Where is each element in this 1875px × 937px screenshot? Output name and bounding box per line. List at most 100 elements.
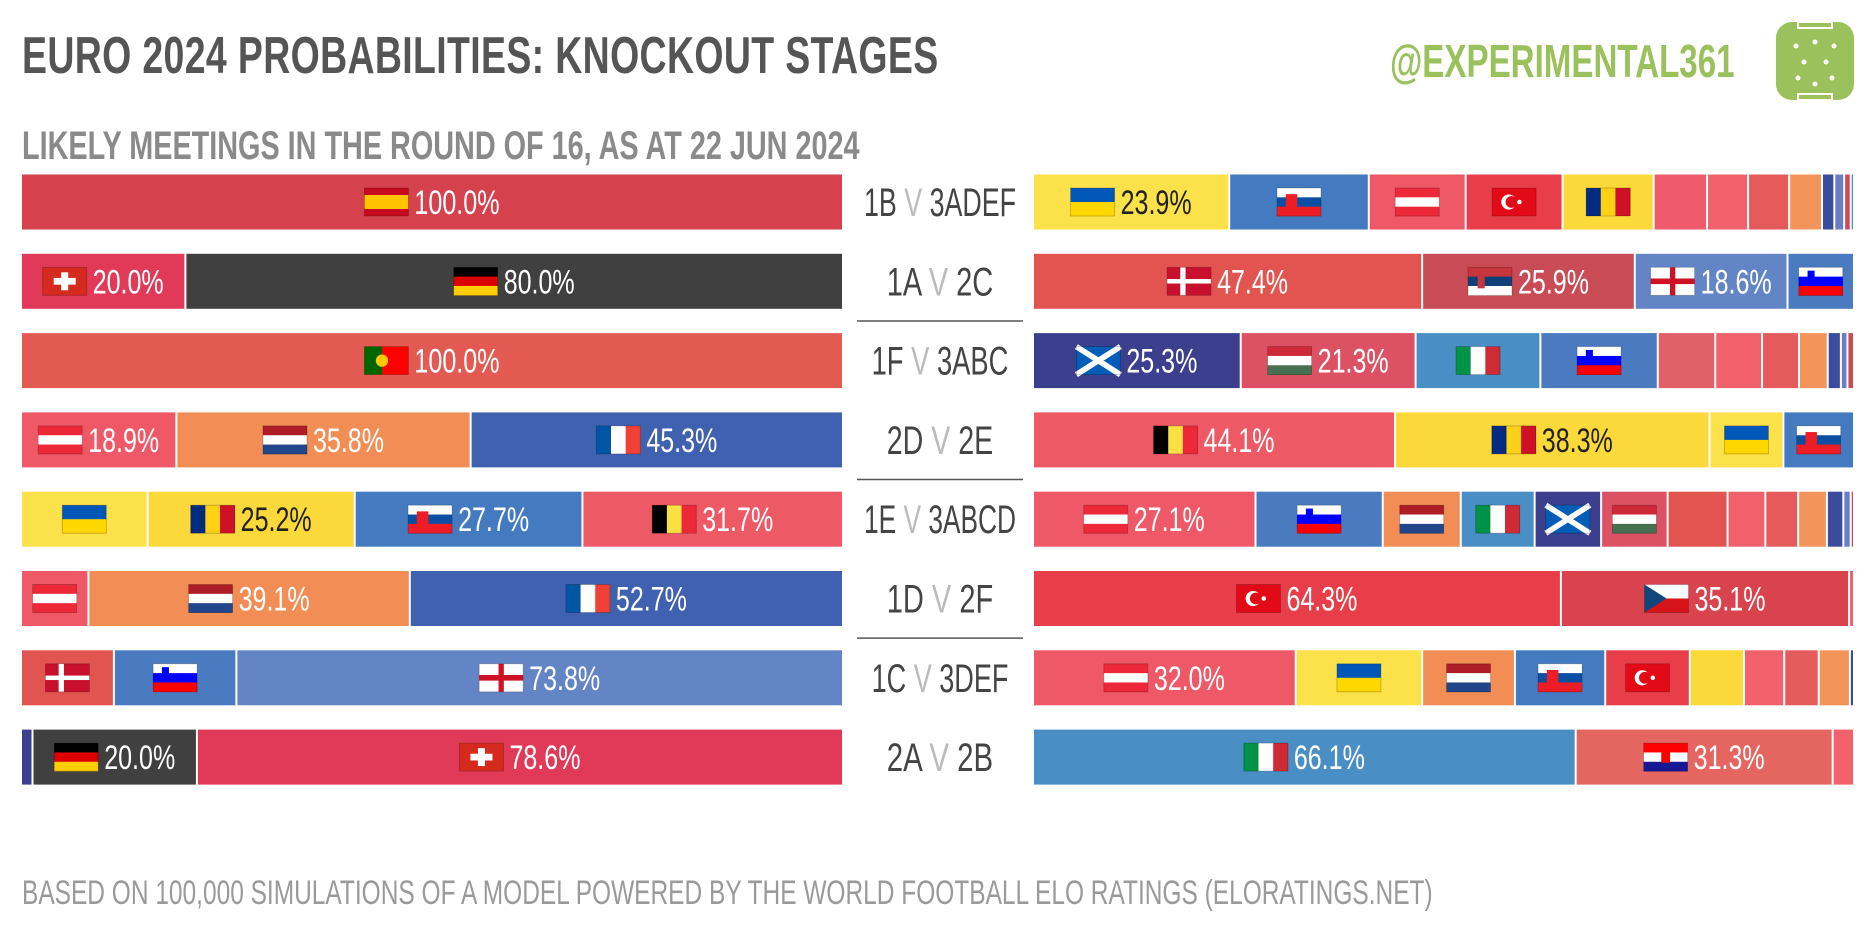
flag-icon-england xyxy=(1650,266,1696,296)
bar-rect xyxy=(1845,174,1850,230)
bar-rect xyxy=(1576,729,1832,785)
twitter-handle[interactable]: @EXPERIMENTAL361 xyxy=(1390,35,1735,87)
flag-icon-ukraine xyxy=(61,504,107,534)
match-away: 2F xyxy=(959,578,993,622)
data-label: 25.9% xyxy=(1518,263,1589,301)
match-vs: V xyxy=(924,578,959,622)
bar-segment-ukraine xyxy=(22,491,147,547)
bar-segment-other xyxy=(1708,174,1748,230)
flag-icon-france xyxy=(565,584,611,613)
bar-segment-other xyxy=(1744,650,1784,706)
bar-segment-georgia xyxy=(1654,174,1707,230)
bar-segment-switzerland: 20.0% xyxy=(22,253,185,309)
bar-segment-netherlands xyxy=(1383,491,1460,547)
bar-segment-denmark xyxy=(22,650,113,706)
bar-segment-slovenia xyxy=(114,650,236,706)
bar-segment-other xyxy=(1799,491,1826,547)
bar-rect xyxy=(1708,174,1748,230)
data-label: 35.1% xyxy=(1694,581,1765,619)
match-away: 3ADEF xyxy=(930,181,1016,225)
bar-segment-scotland xyxy=(1535,491,1601,547)
flag-icon-italy xyxy=(1455,346,1501,376)
bar-segment-netherlands: 39.1% xyxy=(89,571,409,626)
data-label: 66.1% xyxy=(1294,739,1365,777)
data-label: 52.7% xyxy=(616,581,687,619)
page-subtitle: LIKELY MEETINGS IN THE ROUND OF 16, AS A… xyxy=(22,124,860,168)
match-label: 1B V 3ADEF xyxy=(864,181,1016,225)
data-label: 25.3% xyxy=(1126,343,1197,381)
bar-rect xyxy=(1034,253,1422,309)
bar-segment-slovenia xyxy=(1541,333,1657,389)
data-label: 64.3% xyxy=(1286,581,1357,619)
bar-rect xyxy=(1561,571,1849,626)
bar-segment-turkey xyxy=(1466,174,1562,230)
bar-rect xyxy=(1034,650,1295,706)
match-vs: V xyxy=(906,657,939,701)
flag-icon-hungary xyxy=(1611,504,1657,534)
flag-icon-austria xyxy=(37,425,83,455)
bar-rect xyxy=(1799,333,1827,389)
data-label: 78.6% xyxy=(509,739,580,777)
bar-segment-romania: 25.2% xyxy=(148,491,354,547)
bar-segment-germany: 80.0% xyxy=(186,253,842,309)
bar-segment-other xyxy=(1828,333,1840,389)
bar-rect xyxy=(1690,650,1743,706)
bar-rect xyxy=(583,491,842,547)
bar-segment-netherlands: 35.8% xyxy=(177,412,470,468)
bar-rect xyxy=(22,174,842,230)
bar-segment-slovenia xyxy=(1788,253,1853,309)
bar-rect xyxy=(186,253,842,309)
bar-segment-italy xyxy=(1461,491,1534,547)
match-vs: V xyxy=(904,340,937,384)
match-vs: V xyxy=(921,736,957,780)
bar-segment-slovakia xyxy=(1784,412,1853,468)
match-home: 2A xyxy=(887,736,923,780)
match-home: 1A xyxy=(887,260,923,304)
flag-icon-germany xyxy=(453,266,499,296)
bar-segment-slovakia: 27.7% xyxy=(355,491,582,547)
data-label: 18.9% xyxy=(88,422,159,460)
match-label: 2D V 2E xyxy=(887,419,993,463)
data-label: 39.1% xyxy=(239,581,310,619)
bar-segment-austria: 18.9% xyxy=(22,412,176,468)
bar-segment-other xyxy=(1851,174,1853,230)
bar-segment-other xyxy=(1785,650,1818,706)
match-label: 1C V 3DEF xyxy=(872,657,1009,701)
flag-icon-portugal xyxy=(363,346,409,376)
match-label: 1D V 2F xyxy=(887,578,993,622)
page-title: EURO 2024 PROBABILITIES: KNOCKOUT STAGES xyxy=(22,27,939,85)
flag-icon-belgium xyxy=(1153,425,1198,455)
bar-segment-england: 18.6% xyxy=(1635,253,1787,309)
footer-note: BASED ON 100,000 SIMULATIONS OF A MODEL … xyxy=(22,874,1433,912)
bar-segment-ukraine xyxy=(1710,412,1783,468)
flag-icon-romania xyxy=(190,504,236,534)
bar-rect xyxy=(1034,412,1395,468)
bar-rect xyxy=(1850,571,1853,626)
flag-icon-slovenia xyxy=(1798,266,1844,296)
pitch-icon xyxy=(1776,21,1854,101)
data-label: 80.0% xyxy=(504,263,575,301)
match-home: 1C xyxy=(872,657,907,701)
flag-icon-turkey xyxy=(1236,584,1281,613)
bar-segment-scotland: 25.3% xyxy=(1034,333,1240,389)
flag-icon-slovenia xyxy=(152,663,198,693)
bar-rect xyxy=(1833,729,1853,785)
bar-segment-austria xyxy=(1369,174,1465,230)
match-label: 1E V 3ABCD xyxy=(864,498,1016,542)
bar-segment-germany: 20.0% xyxy=(33,729,196,785)
flag-icon-austria xyxy=(32,584,78,613)
data-label: 31.3% xyxy=(1694,739,1765,777)
match-vs: V xyxy=(921,260,956,304)
flag-icon-hungary xyxy=(1267,346,1313,376)
data-label: 100.0% xyxy=(414,184,499,222)
bar-segment-switzerland: 78.6% xyxy=(197,729,842,785)
bar-rect xyxy=(1766,491,1798,547)
match-home: 1E xyxy=(864,498,896,542)
bar-segment-ukraine: 23.9% xyxy=(1034,174,1229,230)
bar-segment-ukraine xyxy=(1296,650,1422,706)
bar-segment-slovakia xyxy=(1515,650,1605,706)
bar-rect xyxy=(177,412,470,468)
bar-rect xyxy=(197,729,842,785)
bar-segment-other xyxy=(1819,650,1849,706)
